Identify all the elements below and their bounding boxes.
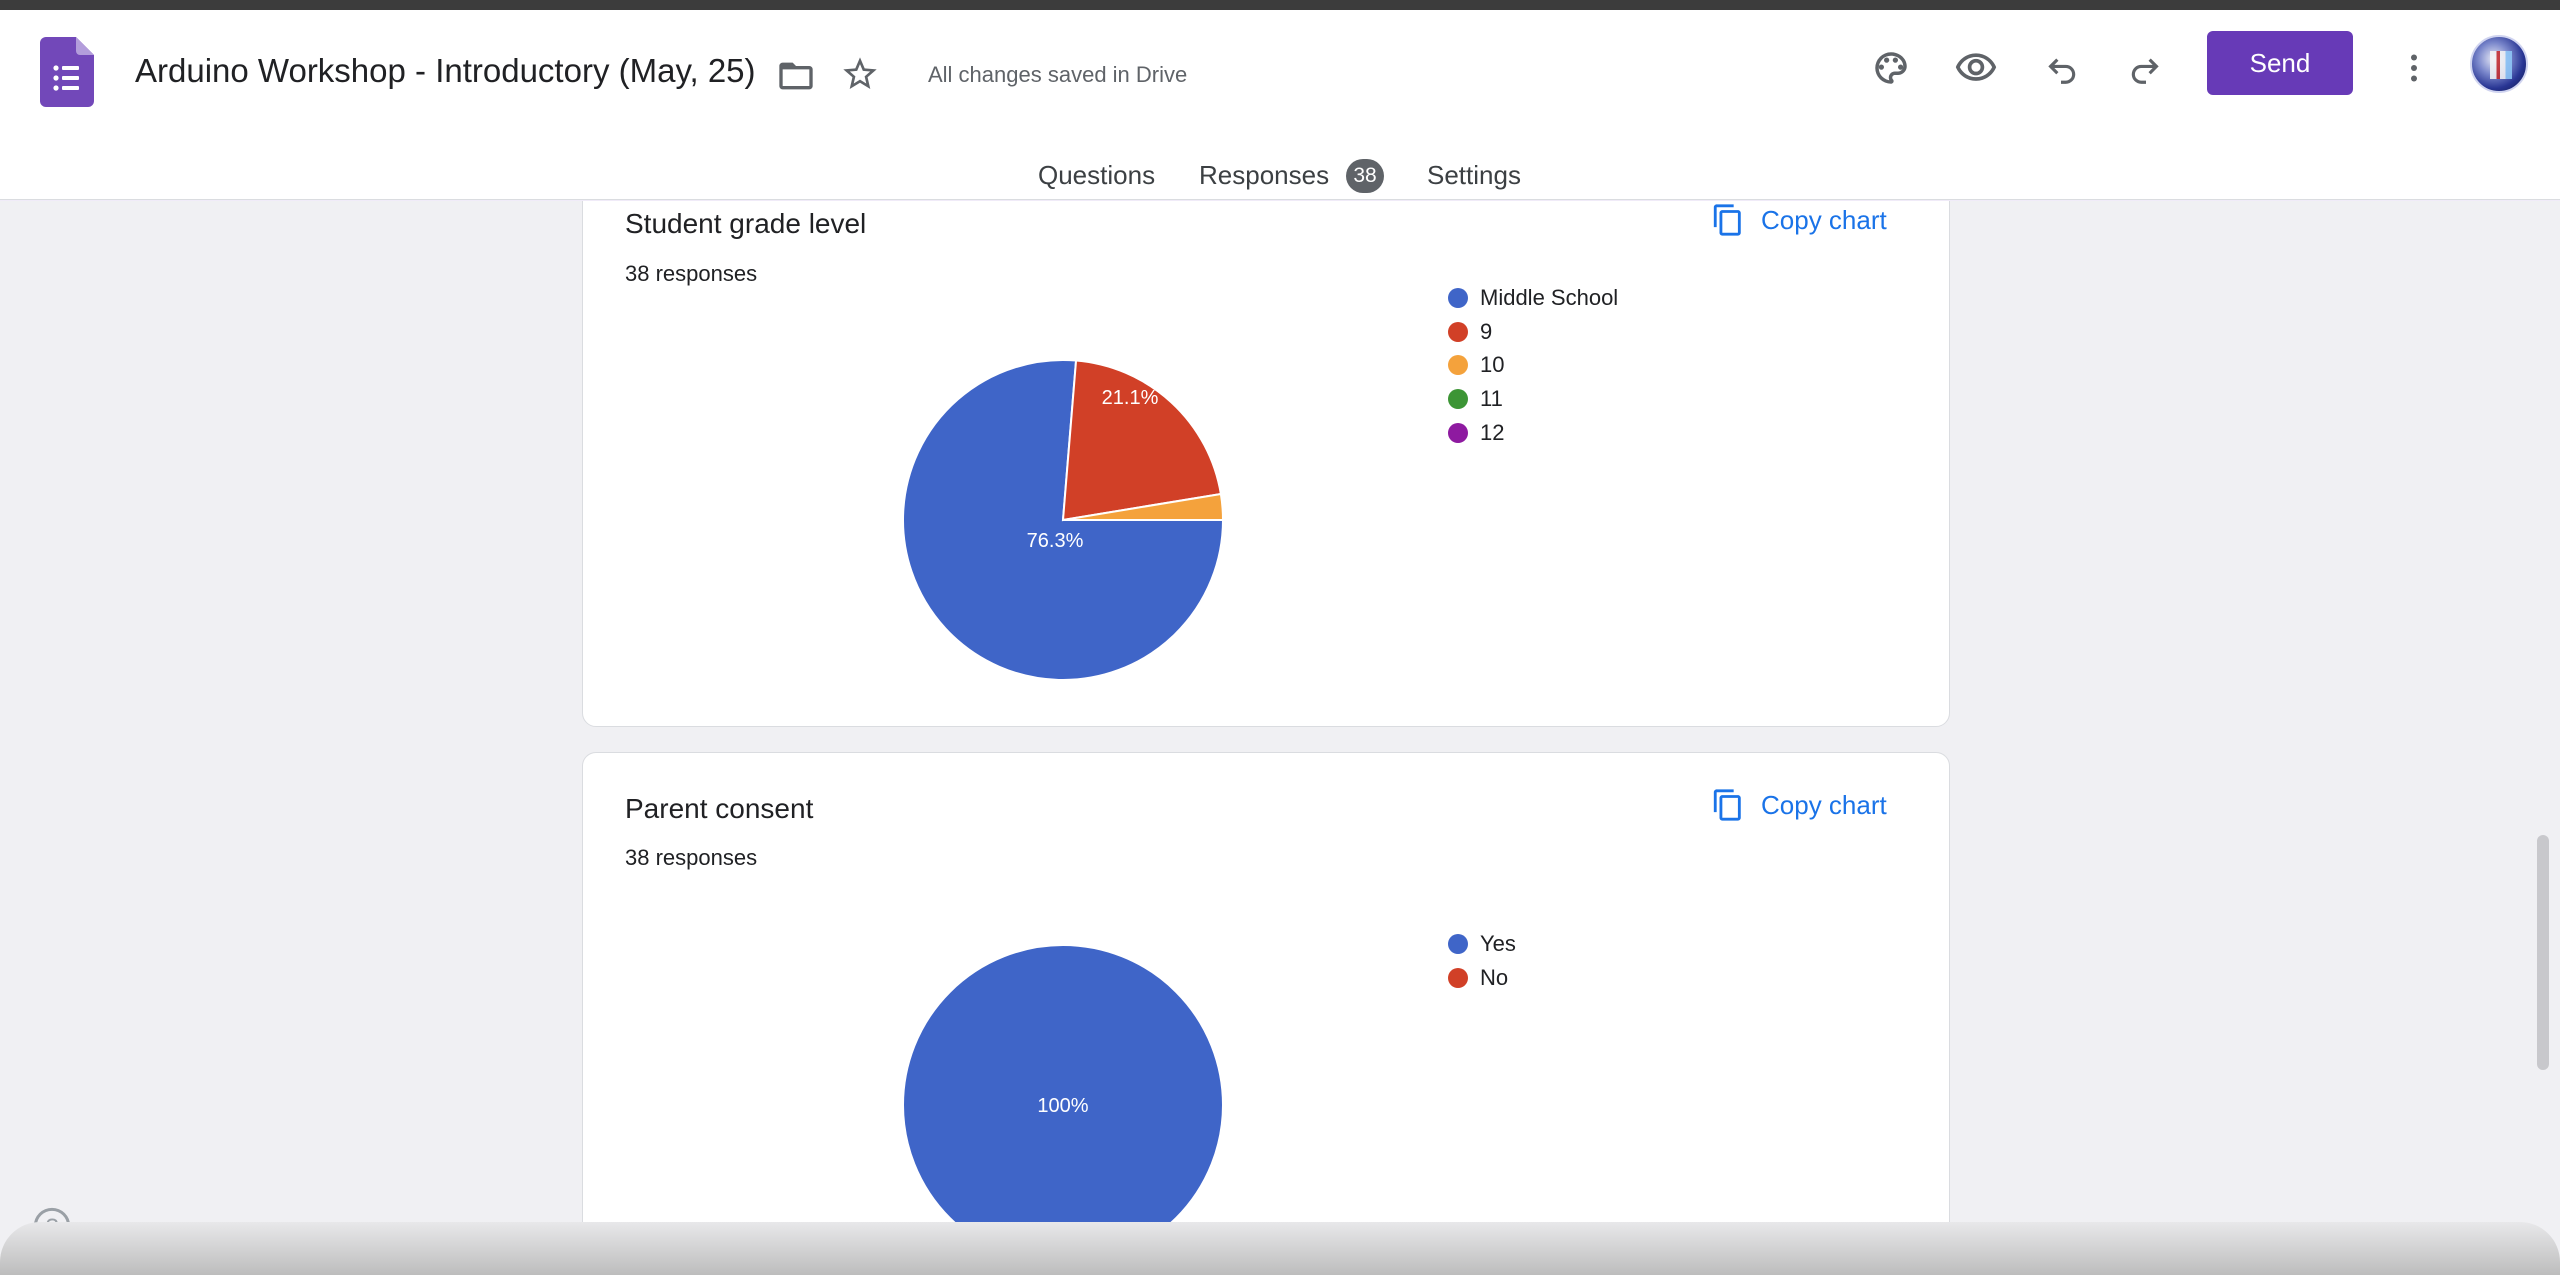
legend-label: Middle School	[1480, 285, 1619, 310]
window-bottom-edge	[0, 1222, 2560, 1275]
copy-chart-button[interactable]: Copy chart	[1711, 201, 1887, 239]
app-header: Arduino Workshop - Introductory (May, 25…	[0, 10, 2560, 209]
grade-level-pie-chart: 76.3% 21.1%	[902, 359, 1225, 681]
star-icon[interactable]	[840, 54, 880, 94]
tab-settings[interactable]: Settings	[1427, 160, 1521, 190]
tab-questions[interactable]: Questions	[1038, 160, 1156, 190]
summary-card-parent-consent: Parent consent 38 responses Copy chart 1…	[582, 752, 1950, 1275]
legend-label: 11	[1480, 386, 1503, 411]
legend-dot	[1448, 389, 1468, 409]
legend-label: No	[1480, 965, 1509, 990]
folder-icon[interactable]	[776, 56, 816, 96]
summary-card-grade-level: Student grade level 38 responses Copy ch…	[582, 201, 1950, 727]
legend-dot	[1448, 934, 1468, 954]
response-count: 38 responses	[625, 261, 758, 286]
redo-icon[interactable]	[2121, 43, 2171, 93]
copy-chart-label: Copy chart	[1761, 789, 1887, 820]
legend-dot	[1448, 355, 1468, 375]
window-top-strip	[0, 0, 2560, 10]
tab-responses[interactable]: Responses	[1199, 160, 1330, 190]
legend-item: 11	[1448, 386, 1503, 412]
forms-logo-icon[interactable]	[40, 37, 94, 107]
avatar[interactable]	[2470, 35, 2528, 93]
copy-icon	[1713, 204, 1741, 236]
undo-icon[interactable]	[2036, 43, 2086, 93]
copy-chart-button[interactable]: Copy chart	[1711, 786, 1887, 824]
legend-dot	[1448, 968, 1468, 988]
legend-item: Yes	[1448, 931, 1516, 957]
vertical-scrollbar[interactable]	[2537, 835, 2549, 1070]
question-title: Parent consent	[625, 793, 814, 824]
slice-label-middle-school: 76.3%	[1027, 530, 1084, 552]
legend-label: 10	[1480, 352, 1505, 377]
preview-eye-icon[interactable]	[1951, 43, 2001, 93]
copy-chart-label: Copy chart	[1761, 204, 1887, 235]
legend-item: No	[1448, 965, 1508, 991]
send-button[interactable]: Send	[2207, 31, 2353, 95]
question-title: Student grade level	[625, 208, 867, 239]
slice-label-yes: 100%	[1037, 1095, 1088, 1117]
pie-slice-10[interactable]	[1062, 492, 1225, 521]
document-title[interactable]: Arduino Workshop - Introductory (May, 25…	[135, 52, 756, 89]
legend-item: Middle School	[1448, 285, 1618, 311]
legend-item: 12	[1448, 420, 1504, 446]
response-count: 38 responses	[625, 845, 758, 870]
more-vert-icon[interactable]	[2389, 43, 2439, 93]
pie-slice-9[interactable]	[1061, 359, 1223, 522]
palette-icon[interactable]	[1866, 43, 1916, 93]
save-status: All changes saved in Drive	[928, 62, 1188, 87]
responses-count-badge: 38	[1346, 159, 1384, 193]
copy-icon	[1713, 789, 1741, 821]
legend-label: 12	[1480, 420, 1505, 445]
legend-item: 9	[1448, 319, 1492, 345]
legend-dot	[1448, 423, 1468, 443]
legend-item: 10	[1448, 352, 1504, 378]
legend-label: Yes	[1480, 931, 1516, 956]
responses-content[interactable]: Student grade level 38 responses Copy ch…	[0, 201, 2560, 1275]
legend-dot	[1448, 322, 1468, 342]
legend-dot	[1448, 288, 1468, 308]
slice-label-9: 21.1%	[1102, 387, 1159, 409]
legend-label: 9	[1480, 319, 1493, 344]
